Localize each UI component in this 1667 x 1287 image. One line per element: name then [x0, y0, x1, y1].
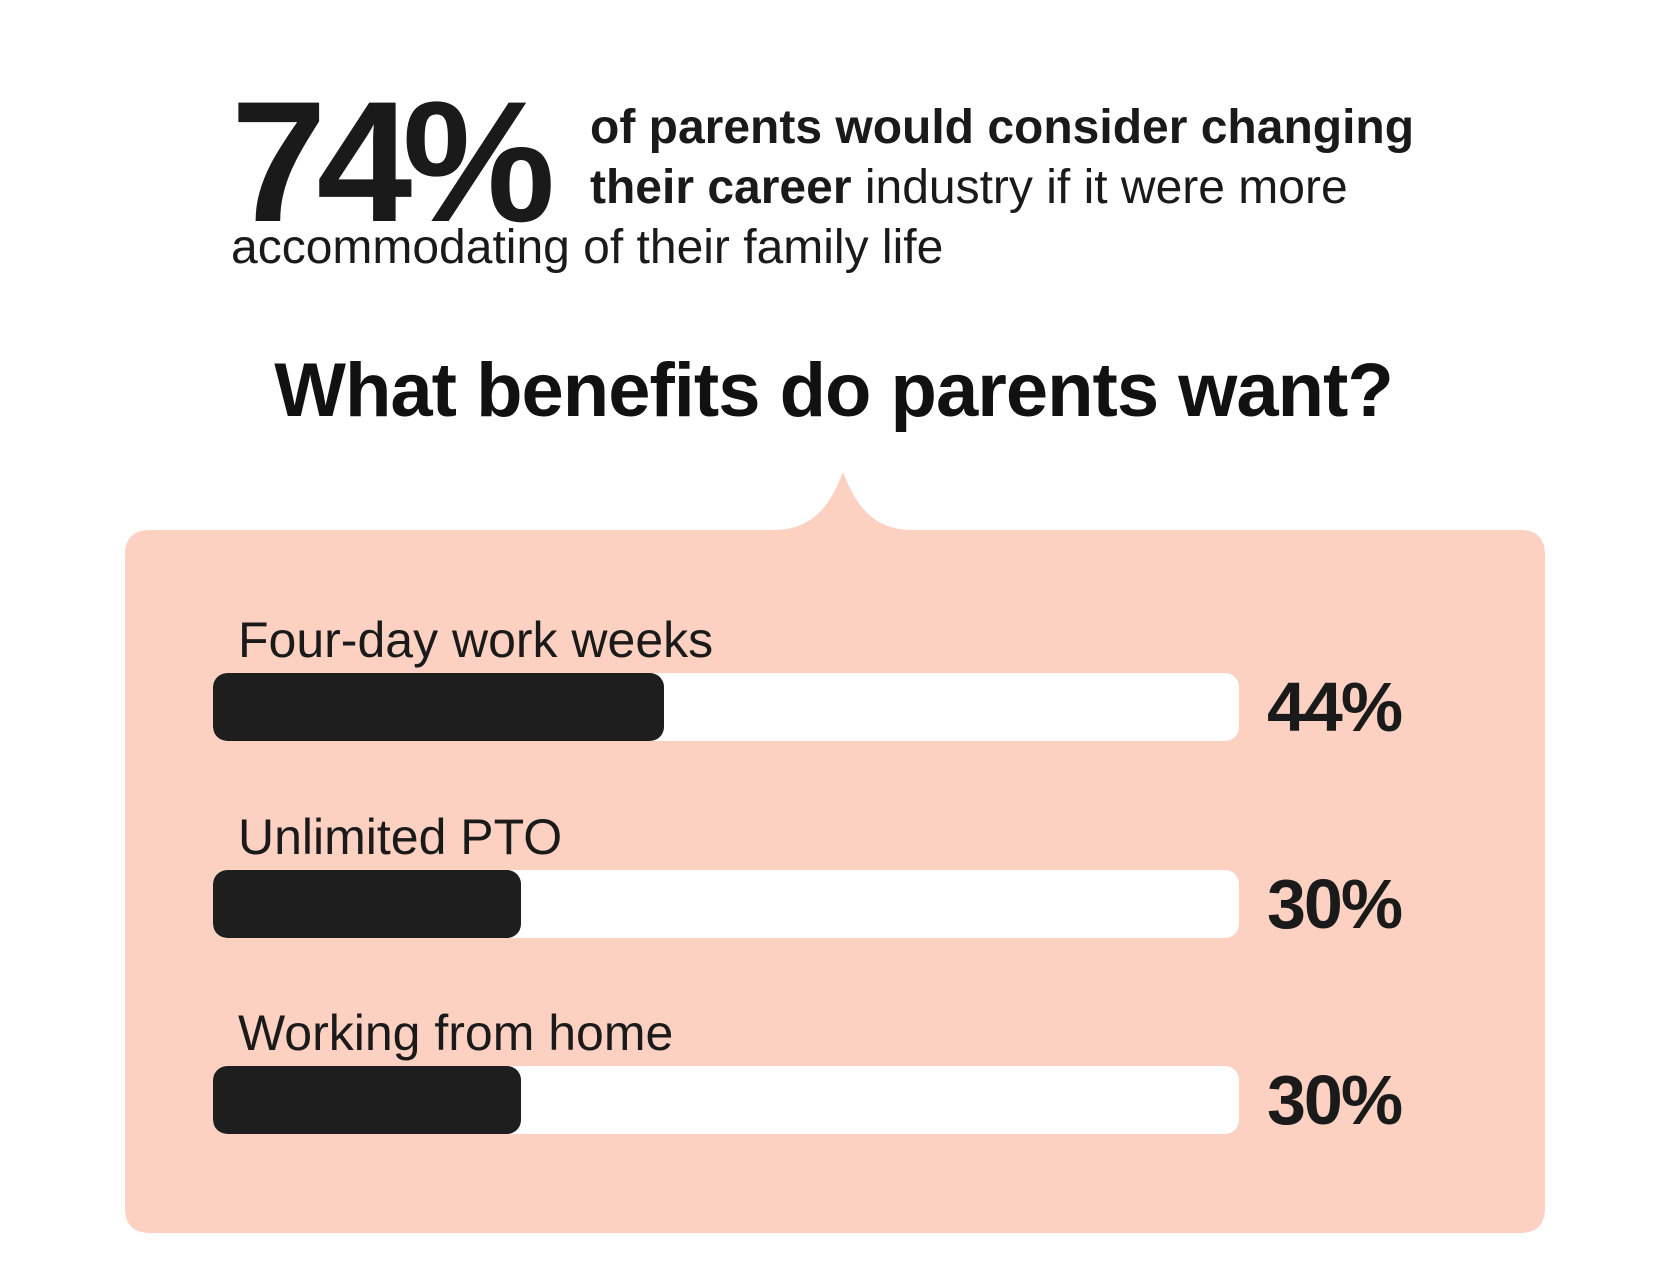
bar-track: [213, 870, 1239, 938]
bar-track: [213, 673, 1239, 741]
bar-label: Working from home: [238, 1005, 674, 1061]
bar-track: [213, 1066, 1239, 1134]
stat-text-line-3: accommodating of their family life: [231, 221, 944, 274]
stat-text-line-1: of parents would consider changing: [590, 101, 1415, 154]
headline-stat-block: 74% of parents would consider changing t…: [231, 76, 1461, 276]
bar: [213, 870, 521, 938]
bar-value-label: 44%: [1267, 668, 1403, 746]
stat-text-regular: industry if it were more: [851, 161, 1348, 214]
stat-text-line-2: their career industry if it were more: [590, 158, 1348, 218]
bar-value-label: 30%: [1267, 1061, 1403, 1139]
bar: [213, 673, 665, 741]
bar-label: Four-day work weeks: [238, 612, 714, 668]
big-stat-value: 74%: [231, 66, 555, 258]
bar-chart: Four-day work weeks 44% Unlimited PTO 30% Wo…: [125, 530, 1545, 1230]
bar-value-label: 30%: [1267, 865, 1403, 943]
bar-label: Unlimited PTO: [238, 809, 563, 865]
bar: [213, 1066, 521, 1134]
stat-text-bold: their career: [590, 161, 852, 214]
speech-bubble-shape: [125, 472, 1545, 1233]
chart-title: What benefits do parents want?: [274, 348, 1394, 433]
